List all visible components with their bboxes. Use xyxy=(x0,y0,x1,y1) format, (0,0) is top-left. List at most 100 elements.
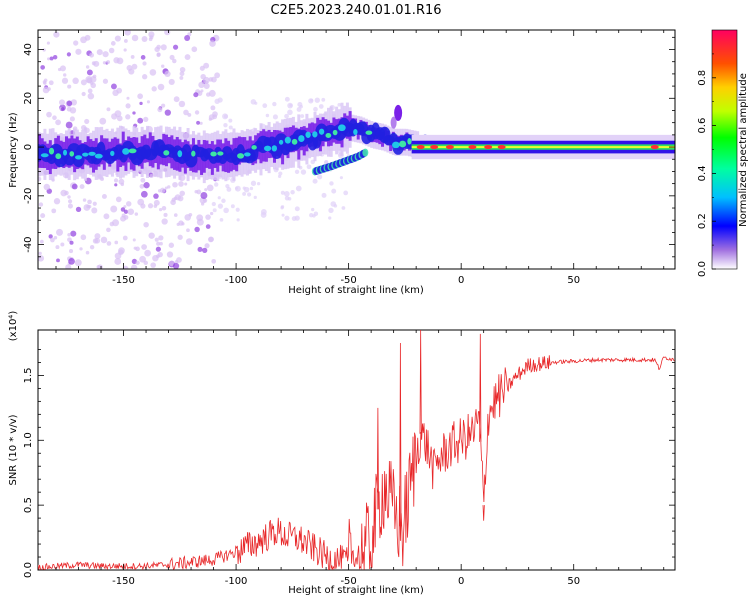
noise-speck xyxy=(254,101,258,105)
snr-ticks: -150 -100 -50 0 50 0.0 0.5 1.0 1.5 xyxy=(23,330,675,587)
noise-speck xyxy=(48,80,54,86)
noise-speck xyxy=(46,111,52,118)
noise-speck xyxy=(178,100,186,108)
spectrogram-highlight xyxy=(69,151,75,157)
spectrogram-x-tick-label: 0 xyxy=(458,275,464,286)
noise-speck xyxy=(164,109,171,116)
spectrogram-band-cell xyxy=(105,138,109,161)
noise-speck xyxy=(203,62,210,69)
noise-speck xyxy=(126,96,130,100)
noise-speck xyxy=(74,259,82,267)
noise-speck xyxy=(144,249,151,257)
noise-speck xyxy=(60,189,68,197)
noise-speck xyxy=(112,219,120,227)
spectrogram-band-cell xyxy=(243,137,247,162)
spectrogram-x-tick-label: -100 xyxy=(225,275,248,286)
noise-speck xyxy=(164,70,171,78)
noise-speck xyxy=(160,44,167,51)
noise-speck xyxy=(135,260,140,265)
noise-speck xyxy=(60,242,65,247)
spectrogram-peak xyxy=(468,145,477,150)
noise-speck xyxy=(236,218,240,222)
figure-title: C2E5.2023.240.01.01.R16 xyxy=(270,3,441,18)
spectrogram-y-axis-label: Frequency (Hz) xyxy=(8,112,19,188)
noise-speck xyxy=(56,228,63,236)
noise-speck xyxy=(184,182,188,186)
noise-speck xyxy=(278,171,283,176)
noise-speck xyxy=(141,244,147,250)
noise-speck xyxy=(96,49,103,56)
noise-speck xyxy=(172,181,178,188)
noise-speck xyxy=(153,193,159,199)
noise-speck xyxy=(106,107,111,112)
noise-speck xyxy=(337,103,342,107)
noise-speck xyxy=(65,264,72,269)
noise-speck xyxy=(210,105,216,111)
noise-speck xyxy=(140,190,148,198)
noise-speck xyxy=(118,249,124,256)
noise-speck xyxy=(196,189,202,195)
noise-speck xyxy=(92,201,97,206)
noise-speck xyxy=(102,78,109,84)
noise-speck xyxy=(172,44,179,50)
snr-y-tick-label: 0.0 xyxy=(23,562,34,578)
noise-speck xyxy=(295,185,302,192)
noise-speck xyxy=(157,83,165,91)
noise-speck xyxy=(178,181,184,187)
snr-y-tick-label: 1.5 xyxy=(23,367,34,383)
noise-speck xyxy=(343,190,349,196)
noise-speck xyxy=(191,46,198,53)
spectrogram-highlight xyxy=(75,155,83,160)
noise-speck xyxy=(120,207,126,212)
noise-speck xyxy=(206,92,211,97)
noise-speck xyxy=(200,192,208,199)
noise-speck xyxy=(223,114,228,119)
noise-speck xyxy=(106,60,111,65)
noise-speck xyxy=(139,255,146,263)
noise-speck xyxy=(60,107,65,111)
spectrogram-highlight xyxy=(278,139,284,145)
spectrogram-highlight xyxy=(332,129,338,136)
noise-speck xyxy=(126,201,132,207)
noise-speck xyxy=(176,257,182,263)
noise-speck xyxy=(100,236,108,244)
noise-speck xyxy=(284,190,290,197)
spectrogram-highlight xyxy=(391,141,400,149)
noise-speck xyxy=(339,176,343,180)
noise-speck xyxy=(131,34,139,42)
noise-speck xyxy=(156,52,161,57)
noise-speck xyxy=(250,180,257,186)
noise-speck xyxy=(110,40,116,46)
noise-speck xyxy=(217,203,224,209)
spectrogram-ticks: -150 -100 -50 0 50 -40 -20 0 20 40 xyxy=(23,30,675,286)
noise-speck xyxy=(59,65,66,72)
spectrogram-highlight xyxy=(338,124,346,132)
noise-speck xyxy=(87,199,92,205)
noise-speck xyxy=(226,187,232,192)
noise-speck xyxy=(47,57,51,61)
noise-speck xyxy=(184,54,191,61)
colorbar-tick-label: 0.8 xyxy=(697,70,708,86)
noise-speck xyxy=(46,41,50,45)
noise-speck xyxy=(213,182,219,187)
noise-speck xyxy=(94,233,101,240)
noise-speck xyxy=(67,199,73,204)
noise-speck xyxy=(272,101,277,107)
noise-speck xyxy=(38,202,44,207)
snr-x-tick-label: -50 xyxy=(340,576,356,587)
spectrogram-x-tick-label: -50 xyxy=(340,275,356,286)
spectrogram-spike xyxy=(394,104,403,121)
noise-speck xyxy=(183,109,189,116)
noise-speck xyxy=(200,73,206,80)
noise-speck xyxy=(277,174,282,179)
noise-speck xyxy=(199,121,203,125)
spectrogram-y-tick-label: 0 xyxy=(23,144,34,150)
spectrogram-highlight xyxy=(312,131,318,138)
spectrogram-x-tick-label: -150 xyxy=(112,275,135,286)
noise-speck xyxy=(206,184,214,192)
spectrogram-peak xyxy=(497,145,506,150)
noise-speck xyxy=(172,58,177,64)
noise-speck xyxy=(101,193,107,199)
noise-speck xyxy=(310,98,314,102)
spectrogram-highlight xyxy=(243,152,251,157)
